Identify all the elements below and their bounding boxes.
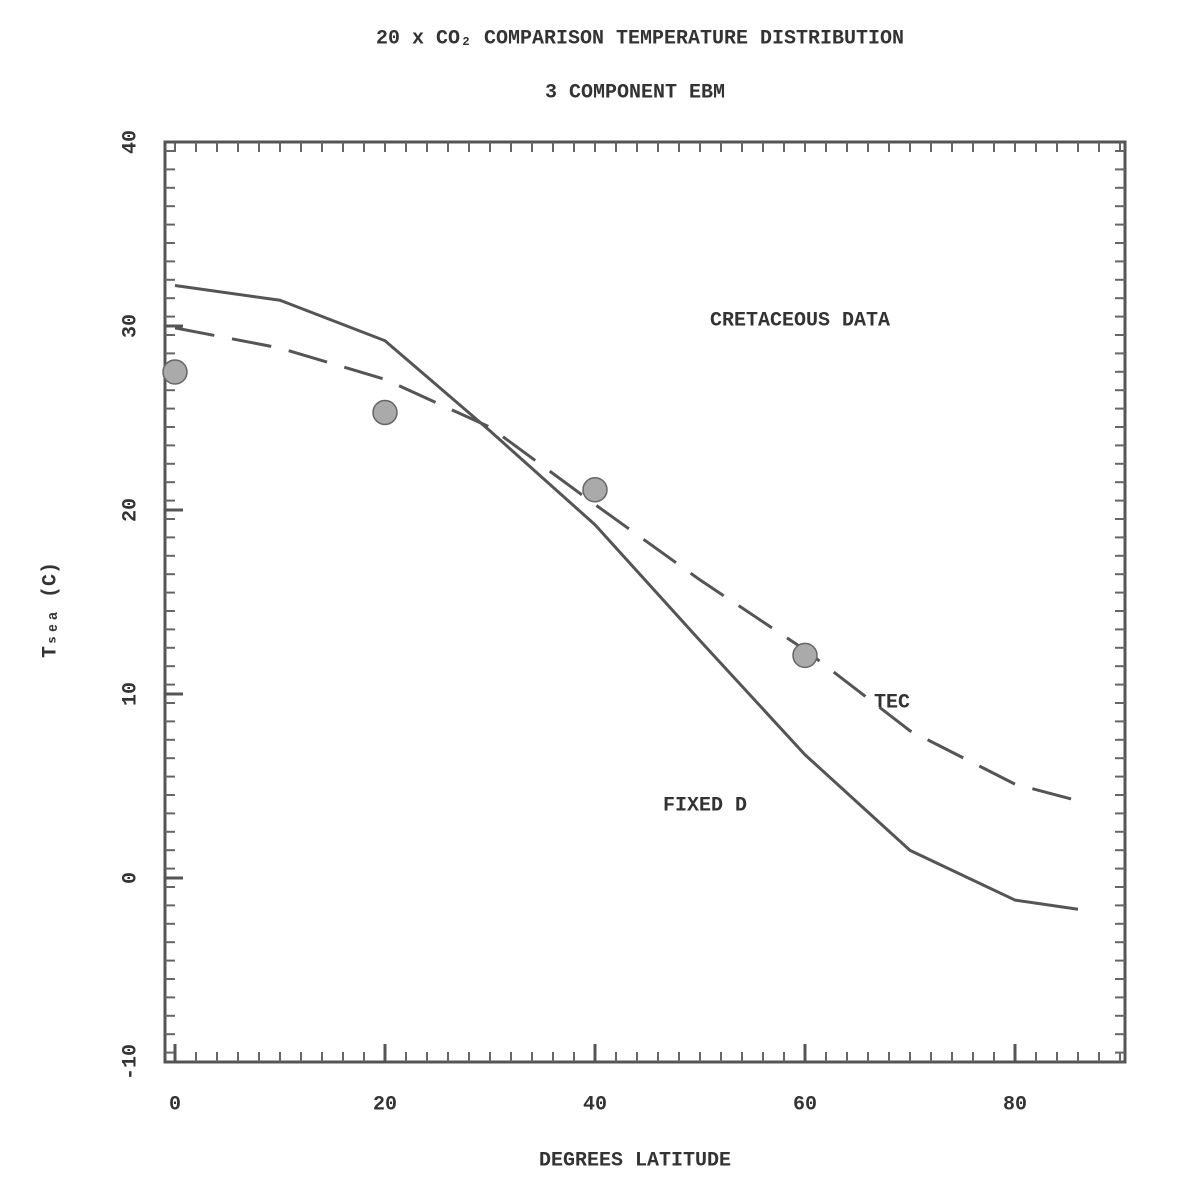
data-point <box>372 399 398 426</box>
y-axis-label: Tₛₑₐ (C) <box>39 562 62 658</box>
series-label: CRETACEOUS DATA <box>710 309 890 332</box>
series-label: FIXED D <box>663 794 747 817</box>
chart-subtitle: 3 COMPONENT EBM <box>545 81 725 104</box>
y-tick-label: -10 <box>119 1044 142 1080</box>
y-tick-label: 10 <box>119 682 142 706</box>
series-line <box>174 284 1079 911</box>
x-axis-label: DEGREES LATITUDE <box>539 1149 731 1172</box>
x-tick-label: 60 <box>793 1093 817 1116</box>
y-tick-label: 20 <box>119 498 142 522</box>
data-point <box>162 359 188 385</box>
y-tick-label: 40 <box>119 130 142 154</box>
series-label: TEC <box>874 691 910 714</box>
chart-title: 20 x CO₂ COMPARISON TEMPERATURE DISTRIBU… <box>376 27 904 50</box>
y-tick-label: 30 <box>119 314 142 338</box>
x-tick-label: 0 <box>169 1093 181 1116</box>
y-tick-label: 0 <box>119 872 142 884</box>
x-tick-label: 20 <box>373 1093 397 1116</box>
x-tick-label: 40 <box>583 1093 607 1116</box>
plot-frame <box>163 140 1127 1064</box>
x-tick-label: 80 <box>1003 1093 1027 1116</box>
data-point <box>792 642 818 669</box>
data-point <box>582 477 608 503</box>
series-line <box>174 326 1079 803</box>
